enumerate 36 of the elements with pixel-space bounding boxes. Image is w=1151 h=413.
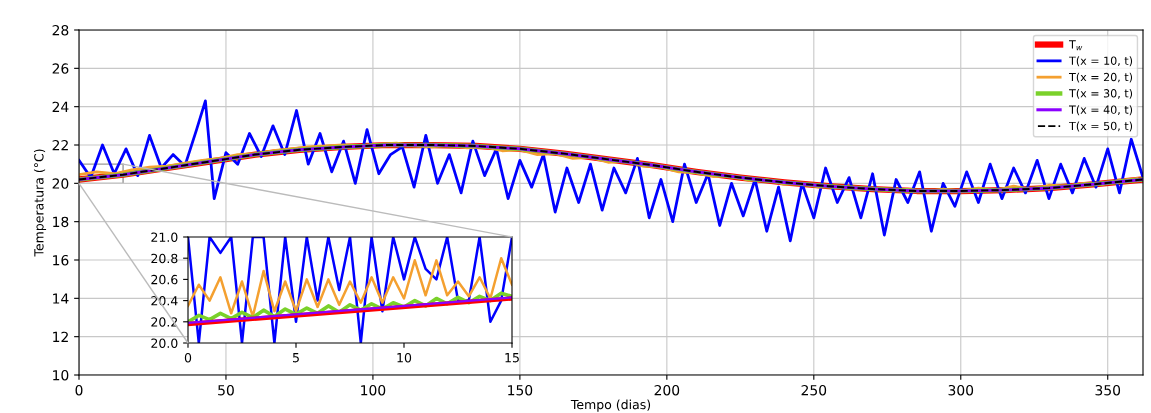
x-tick-label: 50 <box>218 384 234 396</box>
legend-label: T(x = 20, t) <box>1069 72 1133 83</box>
y-tick-label: 20.6 <box>151 274 178 285</box>
x-tick-label: 350 <box>1095 384 1121 396</box>
y-tick-label: 21.0 <box>151 232 178 242</box>
legend-label: T$_{w}$ <box>1069 40 1083 51</box>
x-tick-label: 200 <box>654 384 680 396</box>
x-tick-label: 100 <box>361 384 386 396</box>
y-tick-label: 22 <box>52 139 68 151</box>
y-tick-label: 20.2 <box>151 317 178 327</box>
y-tick-label: 12 <box>53 331 68 342</box>
x-axis-title: Tempo (dias) <box>570 399 651 412</box>
x-tick-label: 250 <box>801 384 827 396</box>
y-tick-label: 20.4 <box>151 296 178 306</box>
y-tick-label: 20.0 <box>151 338 178 348</box>
y-tick-label: 26 <box>52 63 69 74</box>
y-tick-label: 16 <box>53 254 69 266</box>
x-tick-label: 150 <box>508 384 533 396</box>
x-tick-label: 10 <box>397 352 412 363</box>
x-tick-label: 15 <box>505 353 519 363</box>
y-tick-label: 28 <box>52 24 69 36</box>
legend-label: T(x = 40, t) <box>1069 105 1133 116</box>
y-tick-label: 20 <box>52 178 69 189</box>
y-tick-label: 24 <box>52 101 69 112</box>
y-axis-title: Temperatura (°C) <box>33 149 47 257</box>
x-tick-label: 0 <box>75 384 83 396</box>
legend-label: T(x = 50, t) <box>1069 121 1133 132</box>
x-tick-label: 5 <box>292 353 299 363</box>
y-tick-label: 20.8 <box>151 253 178 264</box>
legend-label: T(x = 30, t) <box>1069 88 1133 99</box>
y-tick-label: 14 <box>53 293 69 304</box>
x-tick-label: 300 <box>948 384 974 396</box>
legend-label: T(x = 10, t) <box>1069 56 1133 67</box>
y-tick-label: 18 <box>53 216 69 228</box>
x-tick-label: 0 <box>184 352 192 363</box>
y-tick-label: 10 <box>53 369 69 381</box>
